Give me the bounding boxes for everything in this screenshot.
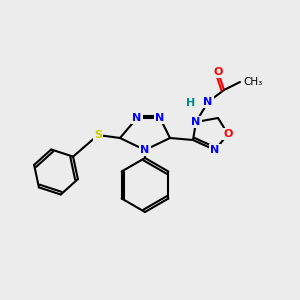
Text: N: N — [155, 113, 165, 123]
Text: N: N — [191, 117, 201, 127]
Text: N: N — [140, 145, 150, 155]
Text: N: N — [203, 97, 213, 107]
Text: H: H — [186, 98, 196, 108]
Text: N: N — [210, 145, 220, 155]
Text: O: O — [213, 67, 223, 77]
Text: S: S — [94, 130, 102, 140]
Text: CH₃: CH₃ — [243, 77, 262, 87]
Text: O: O — [223, 129, 233, 139]
Text: N: N — [132, 113, 142, 123]
